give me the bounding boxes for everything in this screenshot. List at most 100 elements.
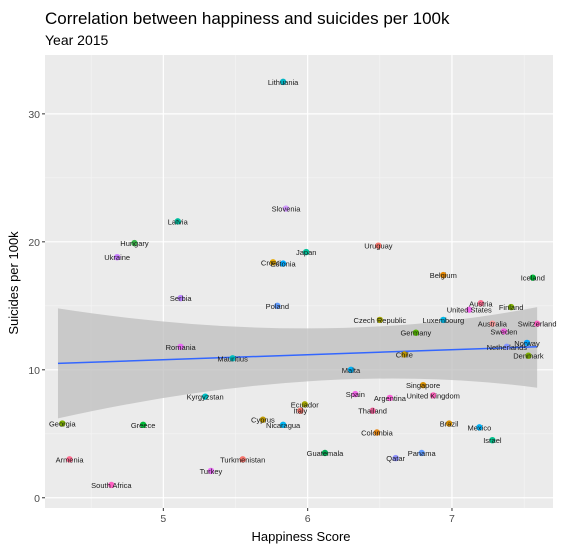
point-label: Greece bbox=[131, 421, 156, 430]
point-label: Spain bbox=[346, 390, 365, 399]
point-label: Lithuania bbox=[268, 78, 299, 87]
point-label: Singapore bbox=[406, 381, 440, 390]
data-point bbox=[297, 407, 304, 414]
data-point bbox=[259, 416, 267, 423]
data-point bbox=[529, 274, 536, 281]
data-point bbox=[369, 407, 376, 414]
data-point bbox=[386, 394, 394, 402]
plot-area: 5 6 7 0 10 20 30 Lithuania Latvia Slovenia Hungary… bbox=[28, 55, 557, 525]
data-point bbox=[66, 456, 73, 463]
point-label: United States bbox=[447, 306, 492, 315]
data-point bbox=[419, 381, 427, 389]
point-label: Israel bbox=[483, 436, 502, 445]
point-label: Brazil bbox=[440, 420, 459, 429]
y-tick-label: 30 bbox=[28, 109, 40, 121]
point-label: United Kingdom bbox=[407, 391, 460, 400]
data-point bbox=[347, 366, 355, 373]
data-point bbox=[174, 218, 181, 225]
point-label: Poland bbox=[266, 302, 289, 311]
data-point bbox=[525, 352, 532, 359]
x-tick-label: 5 bbox=[160, 513, 166, 525]
y-tick-label: 20 bbox=[28, 237, 40, 249]
point-label: Georgia bbox=[49, 420, 77, 429]
data-point bbox=[113, 253, 121, 261]
point-label: Latvia bbox=[168, 217, 189, 226]
chart-subtitle: Year 2015 bbox=[45, 32, 109, 48]
point-label: Colombia bbox=[361, 429, 394, 438]
point-label: Serbia bbox=[170, 294, 193, 303]
point-label: Ukraine bbox=[104, 253, 130, 262]
data-point bbox=[279, 78, 287, 86]
point-label: Estonia bbox=[271, 260, 297, 269]
data-point bbox=[352, 390, 359, 398]
data-point bbox=[282, 205, 290, 212]
data-point bbox=[269, 259, 277, 266]
data-point bbox=[279, 260, 287, 267]
point-label: Mexico bbox=[468, 423, 492, 432]
data-point bbox=[321, 449, 329, 457]
y-tick-label: 10 bbox=[28, 365, 40, 377]
point-label: Sweden bbox=[490, 327, 517, 336]
data-point bbox=[503, 343, 511, 350]
data-point bbox=[430, 392, 437, 399]
data-point bbox=[279, 421, 287, 429]
point-label: Thailand bbox=[358, 407, 387, 416]
data-point bbox=[507, 303, 515, 311]
data-point bbox=[207, 467, 215, 475]
data-point bbox=[177, 343, 184, 350]
point-label: Slovenia bbox=[272, 205, 302, 214]
y-tick-label: 0 bbox=[34, 493, 40, 505]
plot-background bbox=[45, 55, 553, 508]
data-point bbox=[440, 271, 447, 279]
x-axis-title: Happiness Score bbox=[252, 529, 351, 544]
point-label: Qatar bbox=[386, 454, 405, 463]
point-label: Iceland bbox=[521, 274, 545, 283]
point-label: Romania bbox=[166, 343, 197, 352]
y-axis-title: Suicides per 100k bbox=[6, 231, 21, 335]
data-point bbox=[131, 239, 138, 247]
data-point bbox=[401, 351, 408, 358]
point-label: Belgium bbox=[430, 271, 457, 280]
data-point bbox=[376, 316, 384, 324]
point-label: Mauritius bbox=[217, 354, 248, 363]
point-label: South Africa bbox=[91, 481, 132, 490]
data-point bbox=[533, 320, 541, 327]
point-label: Turkey bbox=[200, 467, 223, 476]
data-point bbox=[489, 436, 496, 444]
point-label: Netherlands bbox=[487, 343, 528, 352]
trend-line bbox=[57, 346, 538, 365]
data-point bbox=[239, 456, 246, 463]
data-point bbox=[476, 424, 483, 431]
data-point bbox=[500, 328, 508, 335]
point-label: Croatia bbox=[261, 258, 286, 267]
point-label: Italy bbox=[294, 407, 308, 416]
point-label: Finland bbox=[499, 303, 524, 312]
data-point bbox=[59, 420, 66, 427]
data-point bbox=[229, 355, 236, 362]
point-label: Germany bbox=[400, 329, 431, 338]
point-label: Australia bbox=[478, 320, 508, 329]
data-point bbox=[201, 393, 209, 400]
point-label: Nicaragua bbox=[266, 421, 301, 430]
point-label: Uruguay bbox=[364, 242, 393, 251]
data-point bbox=[489, 320, 496, 327]
point-label: Malta bbox=[342, 366, 361, 375]
point-label: Panama bbox=[408, 449, 437, 458]
x-tick-label: 7 bbox=[449, 513, 455, 525]
point-label: Ecuador bbox=[291, 400, 319, 409]
data-point bbox=[375, 242, 382, 249]
chart-title: Correlation between happiness and suicid… bbox=[45, 9, 450, 28]
point-label: Argentina bbox=[374, 394, 407, 403]
point-label: Norway bbox=[514, 339, 540, 348]
data-point bbox=[412, 329, 420, 336]
data-point bbox=[301, 401, 308, 408]
point-label: Denmark bbox=[513, 352, 544, 361]
point-label: Japan bbox=[296, 248, 316, 257]
point-label: Turkmenistan bbox=[220, 455, 265, 464]
data-point bbox=[418, 449, 425, 457]
x-tick-label: 6 bbox=[305, 513, 311, 525]
data-point bbox=[440, 316, 447, 324]
data-point bbox=[477, 300, 485, 307]
point-label: Armenia bbox=[56, 455, 85, 464]
